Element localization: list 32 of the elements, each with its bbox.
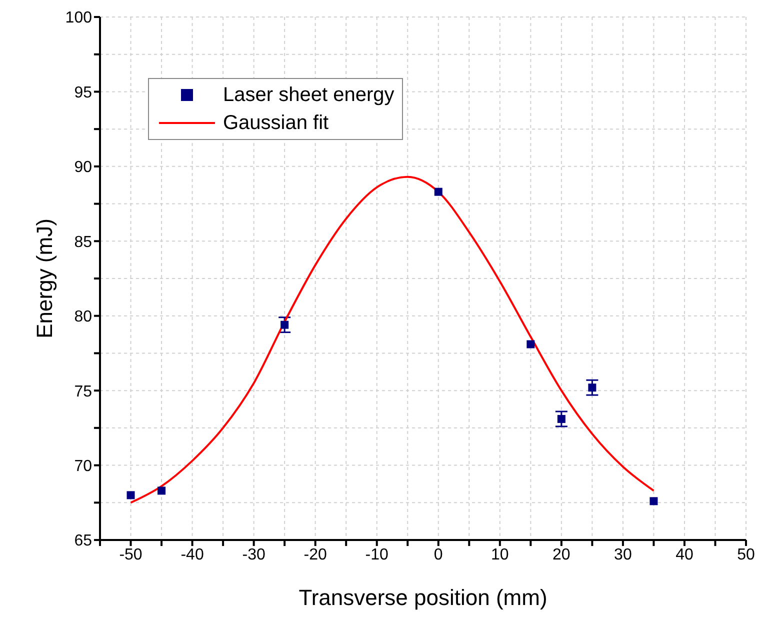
point	[650, 497, 658, 506]
x-tick-label: -20	[304, 546, 327, 564]
y-tick-label: 85	[74, 234, 92, 251]
y-tick-label: 95	[74, 84, 92, 102]
point	[158, 486, 166, 495]
point	[557, 414, 566, 423]
line-series	[130, 176, 655, 504]
x-tick-label: 40	[676, 546, 694, 564]
point	[526, 340, 535, 348]
y-tick-label: 100	[65, 10, 92, 27]
x-tick-label: 10	[491, 546, 509, 564]
point	[434, 188, 442, 196]
x-tick-label: 30	[614, 546, 632, 564]
legend-label: Gaussian fit	[223, 111, 329, 136]
x-tick-label: -40	[180, 546, 204, 564]
x-tick-label: -50	[119, 546, 142, 564]
y-tick-label: 65	[74, 532, 92, 550]
x-axis-title: Transverse position (mm)	[298, 585, 548, 610]
x-tick-label: 0	[434, 546, 443, 564]
x-tick-label: 20	[552, 546, 570, 564]
x-tick-label: -10	[365, 546, 389, 564]
x-tick-label: 50	[737, 546, 755, 564]
y-tick-label: 80	[74, 308, 92, 326]
point	[588, 384, 596, 392]
y-tick-label: 90	[74, 159, 92, 176]
legend-label: Laser sheet energy	[223, 83, 394, 108]
point	[280, 320, 289, 329]
y-axis-title: Energy (mJ)	[32, 218, 57, 338]
point	[126, 491, 135, 500]
x-tick-label: -30	[242, 546, 266, 564]
y-tick-label: 70	[74, 458, 92, 475]
y-tick-label: 75	[74, 383, 92, 400]
